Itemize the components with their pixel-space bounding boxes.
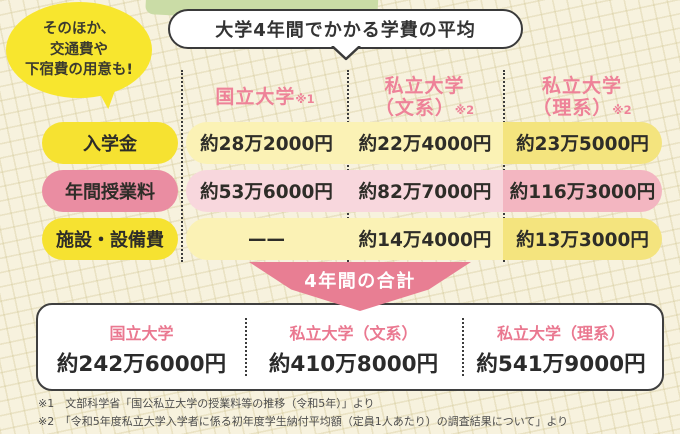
- page-title: 大学4年間でかかる学費の平均: [215, 20, 476, 41]
- column-header-private-sciences: 私立大学 （理系）※2: [504, 75, 660, 120]
- column-divider: [503, 70, 505, 262]
- column-divider: [181, 70, 183, 262]
- column-subtitle: （理系）: [532, 96, 613, 119]
- table-row-admission-fee: 入学金 約28万2000円 約22万4000円 約23万5000円: [0, 122, 680, 164]
- row-label: 入学金: [42, 122, 178, 164]
- table-cell: 約82万7000円: [347, 170, 503, 212]
- side-note-line: 下宿費の用意も!: [24, 62, 134, 79]
- summary-value: 約242万6000円: [56, 352, 227, 377]
- table-cell: 約13万3000円: [503, 218, 662, 260]
- column-title: 国立大学: [215, 86, 296, 108]
- column-header-private-humanities: 私立大学 （文系）※2: [348, 75, 501, 120]
- title-balloon: 大学4年間でかかる学費の平均: [168, 9, 523, 49]
- footnote-marker: ※2: [454, 102, 475, 117]
- row-label: 施設・設備費: [42, 218, 178, 260]
- table-cell: 約28万2000円: [186, 122, 347, 164]
- table-cell: 約23万5000円: [503, 122, 662, 164]
- column-title: 私立大学: [541, 75, 622, 97]
- summary-title: 私立大学（理系）: [496, 324, 625, 343]
- row-values: 約53万6000円 約82万7000円 約116万3000円: [186, 170, 662, 212]
- column-subtitle: （文系）: [374, 96, 455, 119]
- footnote-marker: ※1: [295, 92, 315, 106]
- total-summary-box: 国立大学 約242万6000円 私立大学（文系） 約410万8000円 私立大学…: [36, 303, 664, 391]
- table-cell: 約14万4000円: [347, 218, 503, 260]
- summary-value: 約410万8000円: [268, 352, 439, 377]
- footnote-2: ※2 「令和5年度私立大学入学者に係る初年度学生納付平均額（定員1人あたり）の調…: [38, 414, 569, 428]
- table-cell: 約22万4000円: [347, 122, 503, 164]
- row-values: —— 約14万4000円 約13万3000円: [186, 218, 662, 260]
- summary-divider: [245, 318, 247, 376]
- table-cell: ——: [186, 218, 347, 260]
- side-note-line: 交通費や: [50, 41, 108, 58]
- title-balloon-pointer-icon: [331, 46, 361, 61]
- summary-title: 国立大学: [109, 324, 174, 343]
- table-row-annual-tuition: 年間授業料 約53万6000円 約82万7000円 約116万3000円: [0, 170, 680, 212]
- total-arrow-label: 4年間の合計: [304, 271, 416, 292]
- footnote-1: ※1 文部科学省「国公私立大学の授業料等の推移（令和5年）」より: [38, 397, 375, 410]
- summary-title: 私立大学（文系）: [289, 324, 418, 343]
- summary-divider: [462, 318, 464, 376]
- footnote-marker: ※2: [612, 102, 632, 117]
- summary-national: 国立大学 約242万6000円: [38, 305, 245, 389]
- side-note-line: そのほか、: [42, 21, 116, 38]
- table-cell: 約116万3000円: [503, 170, 662, 212]
- column-header-national: 国立大学※1: [186, 86, 344, 109]
- column-title: 私立大学: [384, 75, 465, 97]
- row-label: 年間授業料: [42, 170, 178, 212]
- footnotes: ※1 文部科学省「国公私立大学の授業料等の推移（令和5年）」より ※2 「令和5…: [38, 395, 568, 431]
- table-row-facility-fee: 施設・設備費 —— 約14万4000円 約13万3000円: [0, 218, 680, 260]
- row-values: 約28万2000円 約22万4000円 約23万5000円: [186, 122, 662, 164]
- summary-private-humanities: 私立大学（文系） 約410万8000円: [245, 305, 462, 389]
- summary-value: 約541万9000円: [476, 352, 646, 377]
- side-note-bubble: そのほか、 交通費や 下宿費の用意も!: [6, 2, 152, 98]
- summary-private-sciences: 私立大学（理系） 約541万9000円: [462, 305, 660, 389]
- table-cell: 約53万6000円: [186, 170, 347, 212]
- column-divider: [347, 70, 349, 262]
